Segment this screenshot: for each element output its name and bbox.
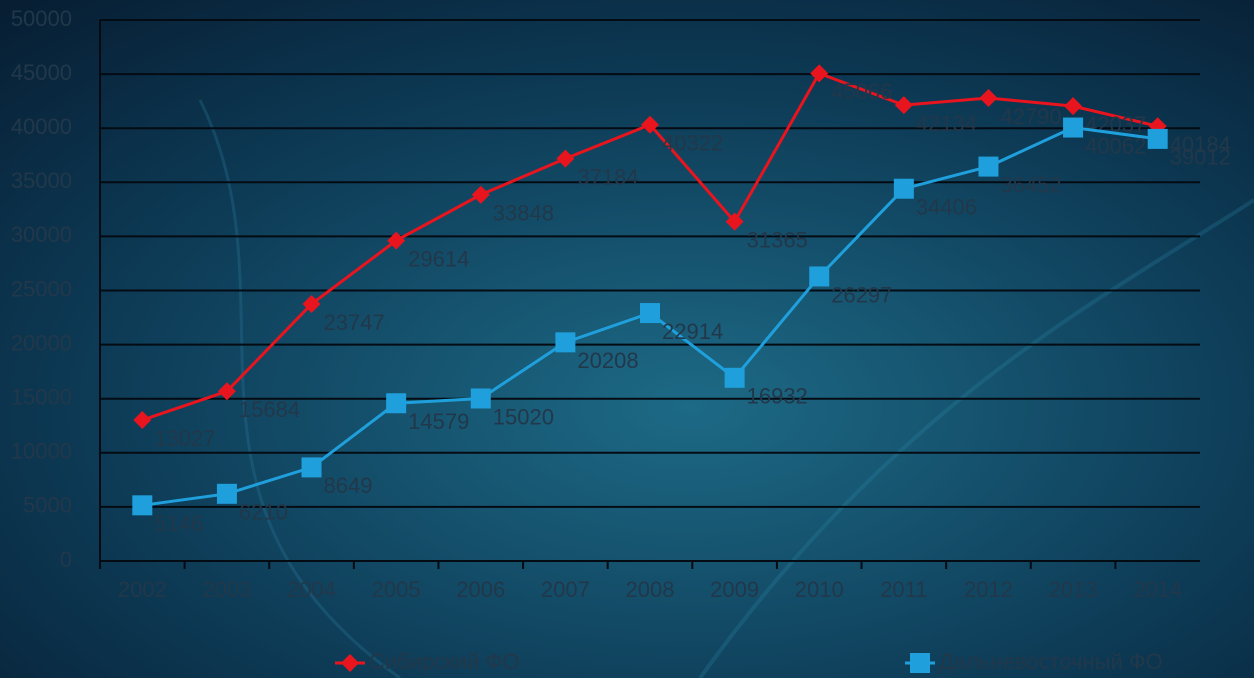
y-tick-label: 45000 [11,60,72,85]
x-tick-label: 2002 [118,577,167,602]
legend-marker [341,654,359,672]
x-tick-label: 2014 [1133,577,1182,602]
data-label: 39012 [1170,145,1231,170]
y-tick-label: 0 [60,547,72,572]
data-point [216,483,237,504]
data-label: 20208 [577,348,638,373]
data-point [555,332,576,353]
data-point [387,231,406,250]
data-point [301,457,322,478]
data-label: 40322 [662,131,723,156]
data-label: 6210 [239,500,288,525]
y-tick-label: 10000 [11,439,72,464]
y-tick-label: 30000 [11,222,72,247]
data-point [302,295,321,314]
legend-label: Дальневосточный ФО [939,649,1163,674]
decoration [698,198,1254,678]
data-label: 15684 [239,397,300,422]
data-point [471,185,490,204]
x-tick-label: 2011 [880,577,927,602]
x-tick-label: 2005 [372,577,421,602]
data-point [978,156,999,177]
data-label: 31365 [747,227,808,252]
data-point [640,303,660,324]
y-tick-label: 40000 [11,114,72,139]
data-point [893,178,914,199]
data-point [979,89,998,108]
y-tick-label: 15000 [11,385,72,410]
x-tick-label: 2008 [626,577,675,602]
data-point [133,411,152,430]
data-point [386,393,407,414]
y-tick-label: 35000 [11,168,72,193]
data-label: 23747 [324,310,385,335]
y-tick-label: 20000 [11,330,72,355]
x-tick-label: 2003 [202,577,251,602]
data-point [725,212,744,231]
data-label: 42790 [1000,104,1061,129]
y-tick-label: 50000 [11,6,72,31]
decoration [198,99,401,678]
data-point [556,149,575,168]
y-tick-label: 25000 [11,276,72,301]
data-label: 14579 [408,409,469,434]
data-label: 34406 [916,195,977,220]
data-point [810,64,829,83]
data-point [132,495,153,516]
data-label: 37184 [577,164,638,189]
x-tick-label: 2009 [710,577,759,602]
data-label: 45066 [831,79,892,104]
data-label: 40184 [1170,132,1231,157]
data-label: 36452 [1000,172,1061,197]
data-point [724,367,745,388]
legend-label: Сибирский ФО [369,649,519,674]
data-label: 15020 [493,404,554,429]
data-label: 42134 [916,111,977,136]
data-label: 5146 [154,511,203,536]
data-label: 33848 [493,201,554,226]
data-point [809,266,830,287]
data-point [1063,117,1084,138]
x-tick-label: 2004 [287,577,336,602]
data-point [1064,97,1083,116]
data-label: 16932 [747,384,808,409]
data-label: 22914 [662,319,723,344]
y-tick-label: 5000 [23,493,72,518]
data-label: 13027 [154,426,215,451]
data-point [894,96,913,115]
x-tick-label: 2006 [456,577,505,602]
data-label: 26297 [831,282,892,307]
data-label: 40062 [1085,133,1146,158]
legend-marker [910,653,930,673]
data-point [217,382,236,401]
data-label: 29614 [408,246,469,271]
x-tick-label: 2010 [795,577,844,602]
data-point [641,115,659,134]
data-point [1147,128,1168,149]
x-tick-label: 2007 [541,577,590,602]
data-label: 8649 [324,473,373,498]
x-tick-label: 2012 [964,577,1013,602]
x-tick-label: 2013 [1049,577,1098,602]
data-point [470,388,491,409]
